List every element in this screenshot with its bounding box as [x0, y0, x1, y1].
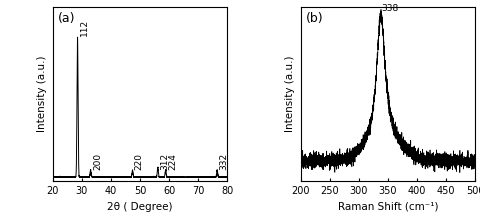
X-axis label: Raman Shift (cm⁻¹): Raman Shift (cm⁻¹)	[337, 202, 438, 212]
Text: 200: 200	[93, 153, 102, 170]
Text: 220: 220	[135, 153, 144, 170]
Text: 112: 112	[80, 19, 89, 36]
X-axis label: 2θ ( Degree): 2θ ( Degree)	[108, 202, 173, 212]
Y-axis label: Intensity (a.u.): Intensity (a.u.)	[285, 56, 295, 132]
Text: (b): (b)	[306, 12, 324, 25]
Text: 312: 312	[160, 153, 169, 170]
Text: 224: 224	[168, 153, 177, 170]
Text: 332: 332	[219, 153, 228, 170]
Text: (a): (a)	[58, 12, 75, 25]
Y-axis label: Intensity (a.u.): Intensity (a.u.)	[37, 56, 47, 132]
Text: 338: 338	[382, 4, 399, 13]
